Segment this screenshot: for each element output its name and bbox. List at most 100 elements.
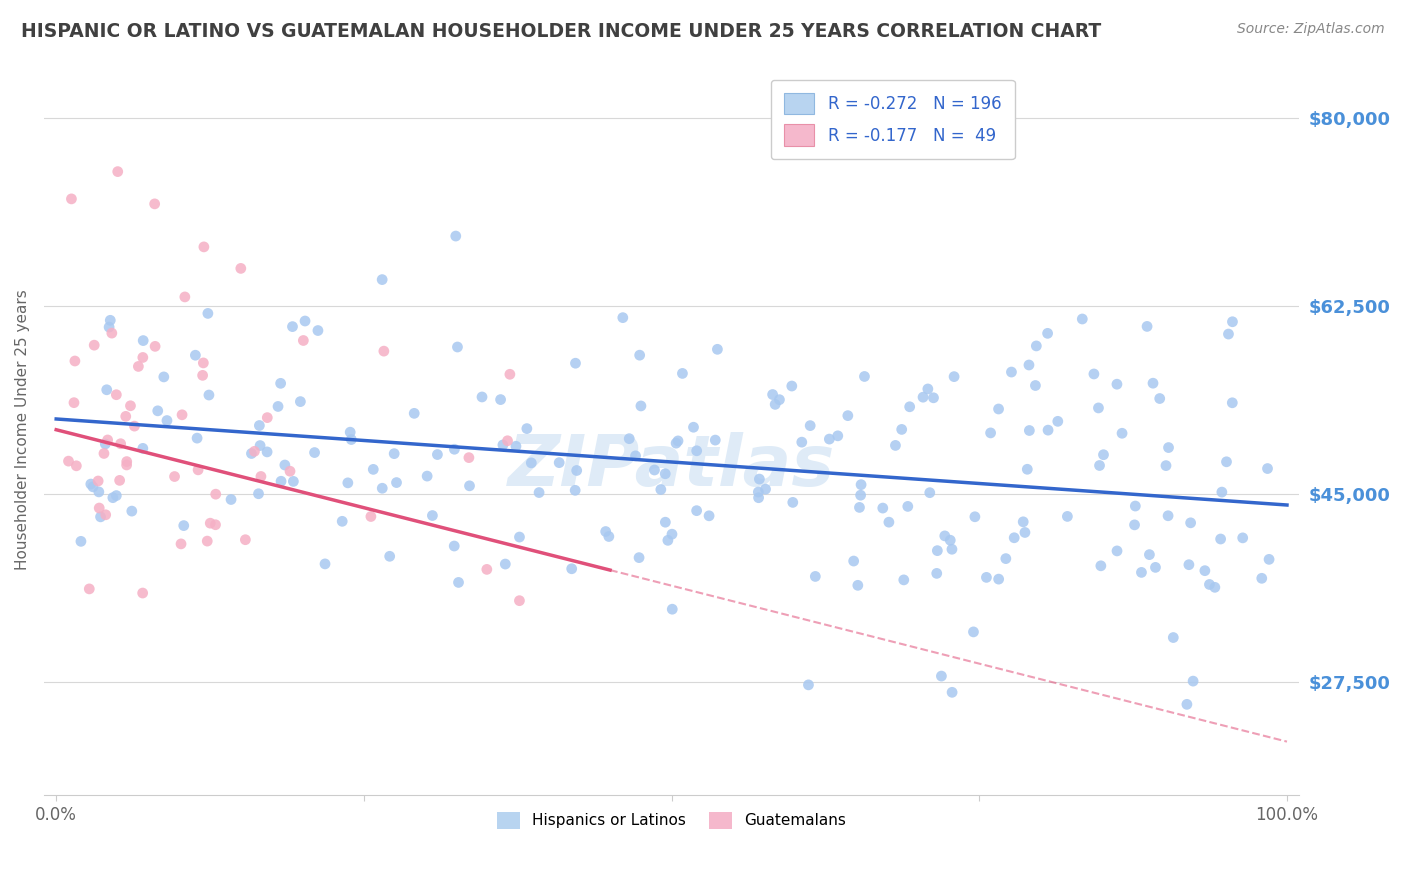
Point	[628, 550, 651, 565]
Point	[666, 434, 689, 448]
Point	[290, 394, 312, 409]
Point	[934, 529, 956, 543]
Point	[704, 433, 727, 447]
Point	[762, 387, 785, 401]
Point	[63, 354, 86, 368]
Point	[748, 472, 770, 486]
Point	[361, 462, 384, 476]
Point	[827, 429, 849, 443]
Point	[371, 481, 394, 495]
Point	[1017, 462, 1039, 476]
Point	[527, 485, 550, 500]
Text: Source: ZipAtlas.com: Source: ZipAtlas.com	[1237, 22, 1385, 37]
Point	[471, 390, 494, 404]
Point	[373, 344, 395, 359]
Point	[706, 343, 728, 357]
Point	[1136, 319, 1159, 334]
Point	[1056, 509, 1078, 524]
Point	[115, 458, 138, 472]
Point	[1144, 560, 1167, 574]
Point	[114, 409, 136, 424]
Point	[156, 413, 179, 427]
Point	[927, 543, 949, 558]
Point	[82, 480, 104, 494]
Point	[1157, 441, 1180, 455]
Point	[58, 454, 80, 468]
Point	[360, 509, 382, 524]
Point	[1204, 580, 1226, 594]
Point	[1090, 558, 1112, 573]
Point	[893, 573, 915, 587]
Point	[80, 477, 103, 491]
Point	[195, 534, 218, 549]
Point	[595, 524, 617, 539]
Point	[1088, 458, 1111, 473]
Point	[270, 376, 292, 391]
Point	[98, 313, 121, 327]
Point	[661, 602, 683, 616]
Point	[193, 240, 215, 254]
Point	[292, 334, 315, 348]
Point	[598, 529, 620, 543]
Point	[619, 432, 641, 446]
Point	[60, 192, 83, 206]
Point	[898, 400, 921, 414]
Point	[630, 399, 652, 413]
Y-axis label: Householder Income Under 25 years: Householder Income Under 25 years	[15, 289, 30, 570]
Point	[849, 477, 872, 491]
Point	[763, 397, 786, 411]
Point	[654, 515, 676, 529]
Point	[198, 388, 221, 402]
Point	[1194, 564, 1216, 578]
Point	[63, 395, 86, 409]
Point	[962, 624, 984, 639]
Point	[186, 431, 208, 445]
Point	[1250, 571, 1272, 585]
Point	[124, 419, 146, 434]
Point	[132, 442, 155, 456]
Point	[443, 442, 465, 457]
Point	[404, 406, 426, 420]
Point	[768, 392, 790, 407]
Point	[1257, 461, 1279, 475]
Point	[877, 515, 900, 529]
Point	[294, 314, 316, 328]
Point	[987, 572, 1010, 586]
Point	[884, 438, 907, 452]
Point	[249, 439, 271, 453]
Point	[110, 436, 132, 450]
Point	[96, 383, 118, 397]
Point	[508, 530, 530, 544]
Point	[90, 509, 112, 524]
Point	[416, 469, 439, 483]
Point	[980, 425, 1002, 440]
Point	[941, 542, 963, 557]
Point	[1111, 426, 1133, 441]
Point	[307, 324, 329, 338]
Point	[897, 500, 920, 514]
Point	[665, 436, 688, 450]
Point	[697, 508, 720, 523]
Point	[994, 551, 1017, 566]
Point	[385, 475, 408, 490]
Point	[987, 402, 1010, 417]
Point	[89, 501, 111, 516]
Point	[1071, 312, 1094, 326]
Point	[131, 586, 153, 600]
Point	[848, 500, 870, 515]
Point	[132, 351, 155, 365]
Point	[1218, 327, 1240, 342]
Point	[274, 458, 297, 472]
Point	[79, 582, 101, 596]
Point	[837, 409, 859, 423]
Point	[1182, 674, 1205, 689]
Point	[105, 489, 128, 503]
Point	[564, 356, 586, 370]
Point	[70, 534, 93, 549]
Point	[1130, 566, 1153, 580]
Text: ZIPatlas: ZIPatlas	[508, 432, 835, 500]
Point	[1149, 392, 1171, 406]
Point	[93, 446, 115, 460]
Point	[330, 514, 353, 528]
Point	[918, 485, 941, 500]
